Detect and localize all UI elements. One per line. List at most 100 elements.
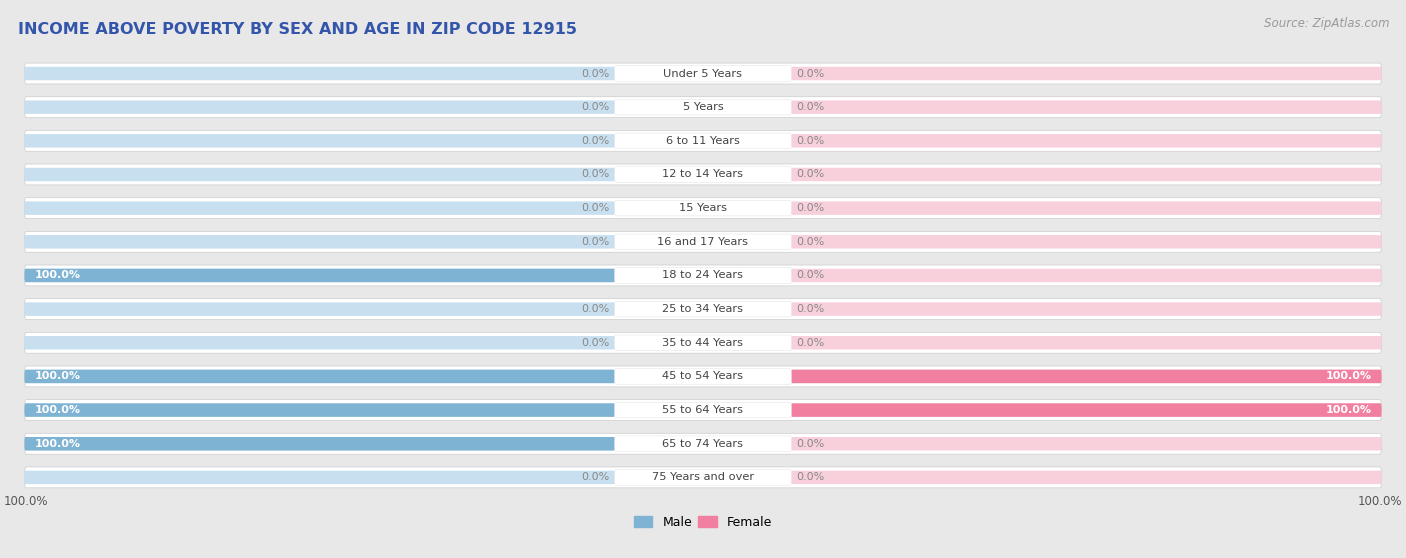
FancyBboxPatch shape (614, 99, 792, 115)
FancyBboxPatch shape (792, 269, 1382, 282)
FancyBboxPatch shape (24, 403, 614, 417)
FancyBboxPatch shape (792, 67, 1382, 80)
FancyBboxPatch shape (24, 403, 614, 417)
Text: 100.0%: 100.0% (1326, 372, 1371, 382)
Text: 0.0%: 0.0% (797, 304, 825, 314)
FancyBboxPatch shape (24, 299, 1382, 320)
FancyBboxPatch shape (24, 265, 1382, 286)
FancyBboxPatch shape (24, 370, 614, 383)
FancyBboxPatch shape (24, 168, 614, 181)
Text: 0.0%: 0.0% (797, 136, 825, 146)
Text: 0.0%: 0.0% (581, 69, 609, 79)
FancyBboxPatch shape (24, 434, 1382, 454)
Text: 0.0%: 0.0% (581, 170, 609, 180)
FancyBboxPatch shape (792, 470, 1382, 484)
FancyBboxPatch shape (792, 201, 1382, 215)
FancyBboxPatch shape (24, 134, 614, 147)
Text: 0.0%: 0.0% (797, 473, 825, 483)
Text: Under 5 Years: Under 5 Years (664, 69, 742, 79)
FancyBboxPatch shape (614, 167, 792, 182)
FancyBboxPatch shape (614, 301, 792, 317)
FancyBboxPatch shape (792, 302, 1382, 316)
Text: 0.0%: 0.0% (581, 304, 609, 314)
FancyBboxPatch shape (24, 336, 614, 349)
FancyBboxPatch shape (24, 370, 614, 383)
FancyBboxPatch shape (24, 198, 1382, 219)
Text: 0.0%: 0.0% (797, 338, 825, 348)
Text: 100.0%: 100.0% (1326, 405, 1371, 415)
FancyBboxPatch shape (614, 402, 792, 418)
FancyBboxPatch shape (24, 100, 614, 114)
Text: 0.0%: 0.0% (581, 136, 609, 146)
Text: 25 to 34 Years: 25 to 34 Years (662, 304, 744, 314)
FancyBboxPatch shape (614, 268, 792, 283)
Text: 35 to 44 Years: 35 to 44 Years (662, 338, 744, 348)
FancyBboxPatch shape (792, 134, 1382, 147)
FancyBboxPatch shape (792, 403, 1382, 417)
Text: 100.0%: 100.0% (4, 495, 49, 508)
FancyBboxPatch shape (792, 235, 1382, 248)
FancyBboxPatch shape (614, 470, 792, 485)
FancyBboxPatch shape (614, 369, 792, 384)
Text: 0.0%: 0.0% (581, 102, 609, 112)
FancyBboxPatch shape (24, 400, 1382, 421)
FancyBboxPatch shape (24, 366, 1382, 387)
Text: 100.0%: 100.0% (35, 271, 80, 281)
Text: 12 to 14 Years: 12 to 14 Years (662, 170, 744, 180)
Text: 0.0%: 0.0% (797, 102, 825, 112)
Text: 0.0%: 0.0% (581, 237, 609, 247)
Text: 16 and 17 Years: 16 and 17 Years (658, 237, 748, 247)
FancyBboxPatch shape (24, 131, 1382, 151)
FancyBboxPatch shape (24, 269, 614, 282)
FancyBboxPatch shape (24, 97, 1382, 118)
FancyBboxPatch shape (24, 164, 1382, 185)
Text: 75 Years and over: 75 Years and over (652, 473, 754, 483)
Text: Source: ZipAtlas.com: Source: ZipAtlas.com (1264, 17, 1389, 30)
Text: 0.0%: 0.0% (797, 203, 825, 213)
Text: 0.0%: 0.0% (797, 69, 825, 79)
FancyBboxPatch shape (614, 66, 792, 81)
FancyBboxPatch shape (792, 336, 1382, 349)
Text: 0.0%: 0.0% (581, 338, 609, 348)
Text: 6 to 11 Years: 6 to 11 Years (666, 136, 740, 146)
Text: 0.0%: 0.0% (797, 170, 825, 180)
Text: 45 to 54 Years: 45 to 54 Years (662, 372, 744, 382)
FancyBboxPatch shape (614, 200, 792, 216)
FancyBboxPatch shape (792, 100, 1382, 114)
FancyBboxPatch shape (24, 470, 614, 484)
Text: 0.0%: 0.0% (797, 439, 825, 449)
Text: 0.0%: 0.0% (581, 203, 609, 213)
Text: 15 Years: 15 Years (679, 203, 727, 213)
FancyBboxPatch shape (614, 335, 792, 350)
FancyBboxPatch shape (614, 133, 792, 148)
FancyBboxPatch shape (792, 168, 1382, 181)
Text: 18 to 24 Years: 18 to 24 Years (662, 271, 744, 281)
Text: 0.0%: 0.0% (797, 237, 825, 247)
FancyBboxPatch shape (24, 302, 614, 316)
FancyBboxPatch shape (24, 67, 614, 80)
FancyBboxPatch shape (24, 232, 1382, 252)
FancyBboxPatch shape (24, 269, 614, 282)
Text: 0.0%: 0.0% (581, 473, 609, 483)
Text: 0.0%: 0.0% (797, 271, 825, 281)
FancyBboxPatch shape (24, 437, 614, 450)
Text: 100.0%: 100.0% (1357, 495, 1402, 508)
Text: 100.0%: 100.0% (35, 372, 80, 382)
FancyBboxPatch shape (24, 201, 614, 215)
FancyBboxPatch shape (614, 234, 792, 249)
FancyBboxPatch shape (24, 333, 1382, 353)
Text: 100.0%: 100.0% (35, 405, 80, 415)
FancyBboxPatch shape (24, 63, 1382, 84)
FancyBboxPatch shape (792, 370, 1382, 383)
FancyBboxPatch shape (24, 467, 1382, 488)
FancyBboxPatch shape (24, 437, 614, 450)
FancyBboxPatch shape (792, 370, 1382, 383)
Text: 65 to 74 Years: 65 to 74 Years (662, 439, 744, 449)
Text: 100.0%: 100.0% (35, 439, 80, 449)
FancyBboxPatch shape (24, 235, 614, 248)
FancyBboxPatch shape (792, 403, 1382, 417)
FancyBboxPatch shape (792, 437, 1382, 450)
Text: 55 to 64 Years: 55 to 64 Years (662, 405, 744, 415)
FancyBboxPatch shape (614, 436, 792, 451)
Text: 5 Years: 5 Years (683, 102, 723, 112)
